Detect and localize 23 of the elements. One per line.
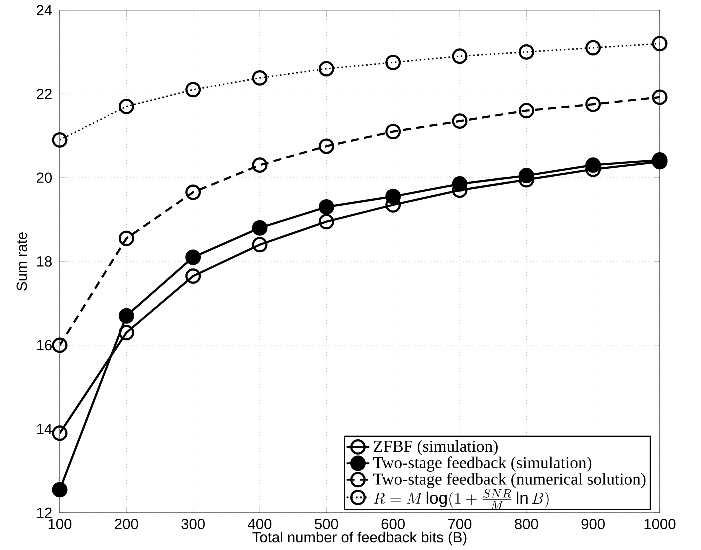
x-tick-label: 200 [115, 519, 138, 530]
y-tick-label: 18 [37, 256, 52, 267]
x-tick-label: 100 [48, 519, 72, 530]
legend-label: Two-stage feedback (numerical solution) [373, 473, 646, 488]
x-tick-label: 300 [182, 519, 205, 530]
y-axis-title: Sum rate [16, 232, 28, 291]
legend-label: Two-stage feedback (simulation) [373, 456, 592, 472]
y-tick-label: 20 [37, 172, 52, 184]
y-tick-label: 12 [37, 508, 52, 518]
legend-label: $R = M\log(1+\frac{SNR}{M}\ln B)$ [374, 489, 549, 510]
y-tick-label: 16 [37, 340, 52, 351]
x-tick-label: 800 [515, 519, 538, 530]
x-axis-title: Total number of feedback bits (B) [252, 532, 467, 546]
x-tick-label: 1000 [644, 519, 676, 530]
x-tick-label: 600 [382, 519, 405, 530]
y-tick-label: 22 [37, 89, 52, 100]
x-tick-label: 700 [448, 519, 472, 530]
y-tick-label: 14 [37, 424, 52, 434]
x-tick-label: 500 [315, 519, 338, 530]
x-tick-label: 400 [248, 519, 272, 530]
y-tick-label: 24 [37, 5, 52, 16]
legend-label: ZFBF (simulation) [374, 440, 498, 456]
x-tick-label: 900 [582, 519, 605, 530]
